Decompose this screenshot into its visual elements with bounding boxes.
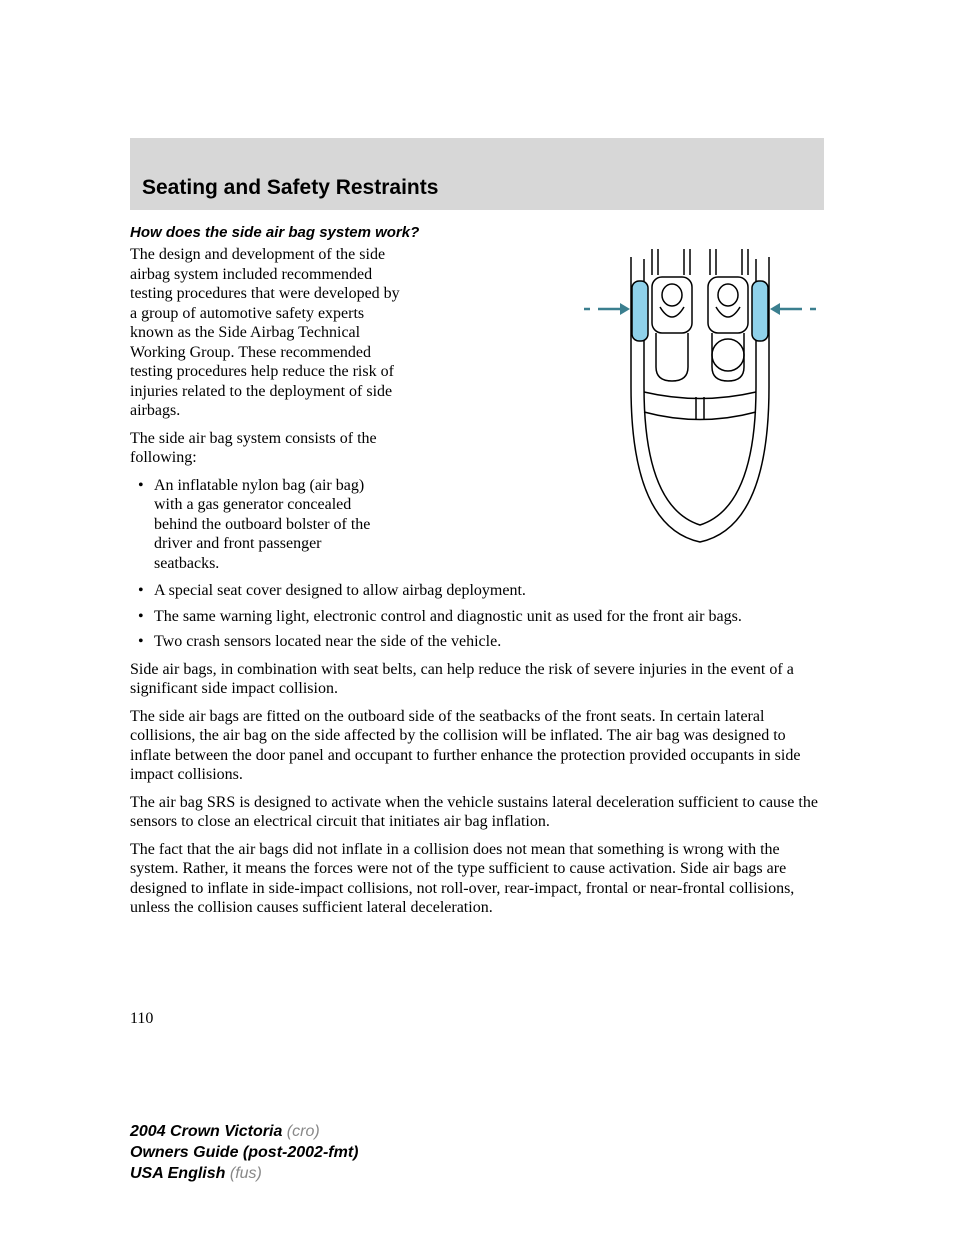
footer-model-code: (cro) xyxy=(287,1123,320,1140)
bullet-4: Two crash sensors located near the side … xyxy=(130,632,824,652)
top-text-block: The design and development of the side a… xyxy=(130,245,824,581)
footer: 2004 Crown Victoria (cro) Owners Guide (… xyxy=(130,1122,358,1184)
page-number: 110 xyxy=(130,1010,153,1028)
paragraph-2: The side air bag system consists of the … xyxy=(130,429,410,468)
footer-lang: USA English xyxy=(130,1165,230,1182)
section-header-bar: Seating and Safety Restraints xyxy=(130,138,824,210)
bullet-3: The same warning light, electronic contr… xyxy=(130,607,824,627)
footer-line-1: 2004 Crown Victoria (cro) xyxy=(130,1122,358,1143)
paragraph-3: Side air bags, in combination with seat … xyxy=(130,660,824,699)
footer-line-3: USA English (fus) xyxy=(130,1164,358,1185)
paragraph-6: The fact that the air bags did not infla… xyxy=(130,840,824,918)
airbag-diagram xyxy=(576,247,824,547)
footer-model: 2004 Crown Victoria xyxy=(130,1123,287,1140)
subheading: How does the side air bag system work? xyxy=(130,224,824,241)
paragraph-1: The design and development of the side a… xyxy=(130,245,410,421)
bullet-1: An inflatable nylon bag (air bag) with a… xyxy=(130,476,386,574)
section-title: Seating and Safety Restraints xyxy=(142,176,438,200)
paragraph-5: The air bag SRS is designed to activate … xyxy=(130,793,824,832)
paragraph-4: The side air bags are fitted on the outb… xyxy=(130,707,824,785)
footer-lang-code: (fus) xyxy=(230,1165,262,1182)
page-content: How does the side air bag system work? xyxy=(130,224,824,926)
footer-line-2: Owners Guide (post-2002-fmt) xyxy=(130,1143,358,1164)
bullet-2: A special seat cover designed to allow a… xyxy=(130,581,824,601)
